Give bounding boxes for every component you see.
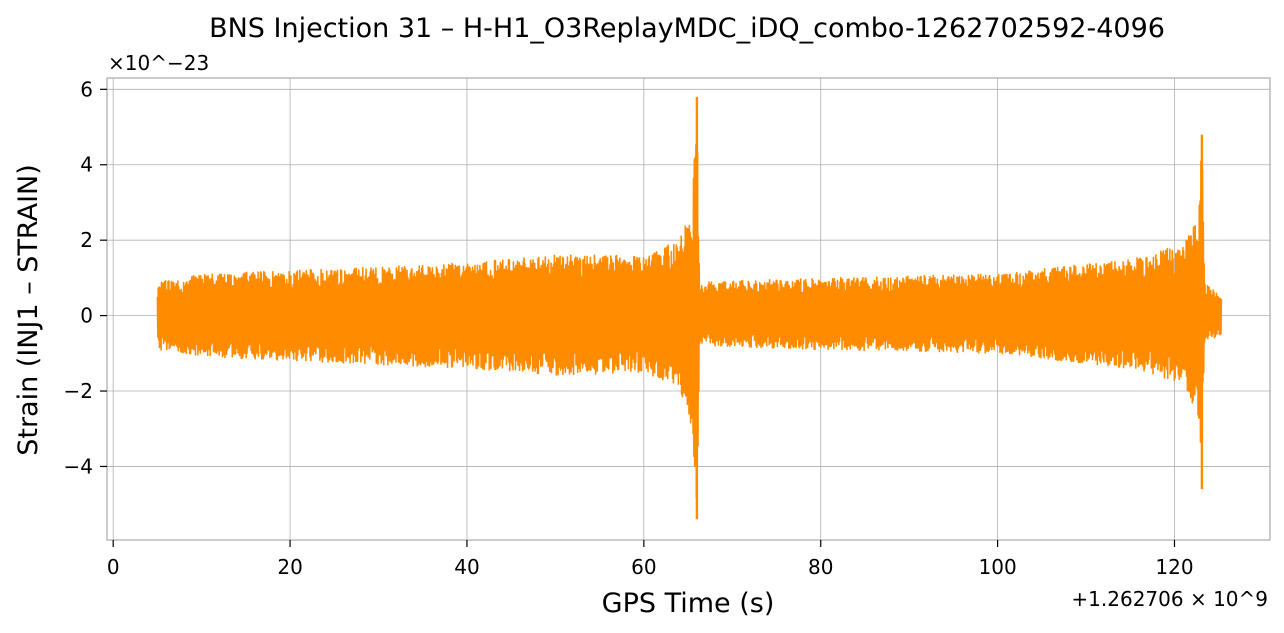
y-tick-label: 0 [80, 304, 93, 328]
y-axis: −4 −2 0 2 4 6 [64, 77, 107, 478]
x-tick-label: 40 [454, 555, 479, 579]
x-tick-label: 60 [631, 555, 656, 579]
y-tick-label: −2 [64, 379, 93, 403]
x-tick-label: 80 [808, 555, 833, 579]
y-tick-label: 2 [80, 228, 93, 252]
plot-frame [106, 77, 1271, 541]
x-tick-label: 120 [1155, 555, 1193, 579]
chart-title: BNS Injection 31 – H-H1_O3ReplayMDC_iDQ_… [209, 13, 1165, 44]
x-offset-label: +1.262706 × 10^9 [1071, 587, 1268, 611]
y-multiplier-label: ×10^−23 [108, 51, 209, 75]
x-tick-label: 100 [979, 555, 1017, 579]
x-axis: 0 20 40 60 80 100 120 [107, 540, 1194, 579]
y-axis-label: Strain (INJ1 – STRAIN) [13, 164, 44, 456]
x-tick-label: 20 [277, 555, 302, 579]
y-tick-label: 4 [80, 153, 93, 177]
x-tick-label: 0 [107, 555, 120, 579]
x-axis-label: GPS Time (s) [602, 588, 775, 619]
y-tick-label: −4 [64, 454, 93, 478]
strain-series-line [156, 113, 1223, 498]
series-layer [156, 96, 1223, 520]
y-tick-label: 6 [80, 77, 93, 101]
